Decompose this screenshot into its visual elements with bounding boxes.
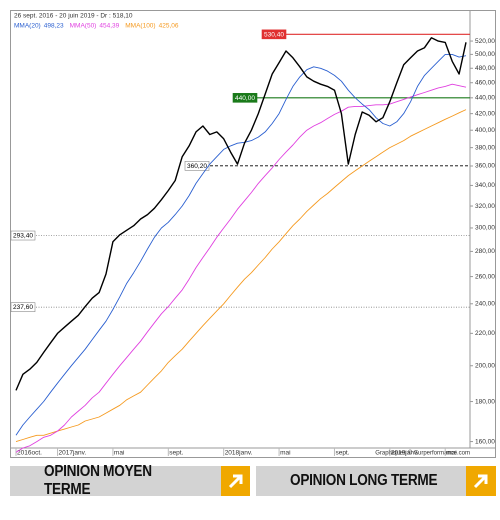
x-tick-label: 2019janv. xyxy=(391,450,419,457)
legend-name: MMA(100) xyxy=(125,23,155,30)
level-label: 237,60 xyxy=(13,304,33,311)
level-label: 293,40 xyxy=(13,233,33,240)
credit: Graphiques © Surperformance.com xyxy=(375,450,470,457)
y-tick-label: 160,00 xyxy=(475,438,495,445)
y-tick-label: 200,00 xyxy=(475,362,495,369)
y-tick-label: 400,00 xyxy=(475,127,495,134)
series-line xyxy=(15,83,467,453)
y-tick-label: 180,00 xyxy=(475,398,495,405)
y-tick-label: 260,00 xyxy=(475,273,495,280)
button[interactable]: OPINION LONG TERME xyxy=(256,466,496,496)
y-tick-label: 420,00 xyxy=(475,110,495,117)
frame xyxy=(10,10,496,458)
x-tick-label: mai xyxy=(114,450,124,457)
chart-title: 26 sept. 2016 - 20 juin 2019 - Dr : 518,… xyxy=(14,13,133,20)
x-tick-label: 2016oct. xyxy=(17,450,42,457)
x-tick-label: mai xyxy=(446,450,456,457)
y-tick-label: 500,00 xyxy=(475,51,495,58)
y-tick-label: 360,00 xyxy=(475,163,495,170)
x-tick-label: 2018janv. xyxy=(225,450,253,457)
level-label: 360,20 xyxy=(187,163,207,170)
button-label: OPINION MOYEN TERME xyxy=(44,463,152,498)
legend-name: MMA(50) xyxy=(70,23,97,30)
level-label: 530,40 xyxy=(264,31,284,38)
button[interactable]: OPINION MOYEN TERME xyxy=(10,463,250,498)
y-tick-label: 460,00 xyxy=(475,79,495,86)
legend-value: 425,06 xyxy=(159,23,179,30)
y-tick-label: 520,00 xyxy=(475,38,495,45)
series-line xyxy=(15,37,467,391)
y-tick-label: 340,00 xyxy=(475,182,495,189)
legend-value: 454,39 xyxy=(99,23,119,30)
level-label-box xyxy=(10,302,36,313)
chart: 26 sept. 2016 - 20 juin 2019 - Dr : 518,… xyxy=(10,10,496,458)
x-tick-label: 2017janv. xyxy=(59,450,87,457)
level-label-box xyxy=(10,230,36,241)
y-tick-label: 240,00 xyxy=(475,301,495,308)
button-label: OPINION LONG TERME xyxy=(290,472,438,489)
x-tick-label: mai xyxy=(280,450,290,457)
y-tick-label: 380,00 xyxy=(475,144,495,151)
level-label-box xyxy=(261,29,287,40)
y-tick-label: 480,00 xyxy=(475,65,495,72)
y-tick-label: 280,00 xyxy=(475,248,495,255)
level-label: 440,00 xyxy=(235,95,255,102)
level-label-box xyxy=(232,93,258,103)
series-line xyxy=(15,109,467,443)
arrow-icon xyxy=(466,466,496,496)
series-line xyxy=(15,53,467,436)
button-bar: OPINION MOYEN TERME OPINION LONG TERME xyxy=(10,463,496,498)
x-tick-label: sept. xyxy=(169,450,183,457)
x-tick-label: sept. xyxy=(335,450,349,457)
legend-value: 498,23 xyxy=(44,23,64,30)
y-tick-label: 440,00 xyxy=(475,95,495,102)
y-tick-label: 220,00 xyxy=(475,330,495,337)
y-tick-label: 300,00 xyxy=(475,225,495,232)
y-tick-label: 320,00 xyxy=(475,203,495,210)
legend-name: MMA(20) xyxy=(14,23,41,30)
arrow-icon xyxy=(221,466,250,496)
